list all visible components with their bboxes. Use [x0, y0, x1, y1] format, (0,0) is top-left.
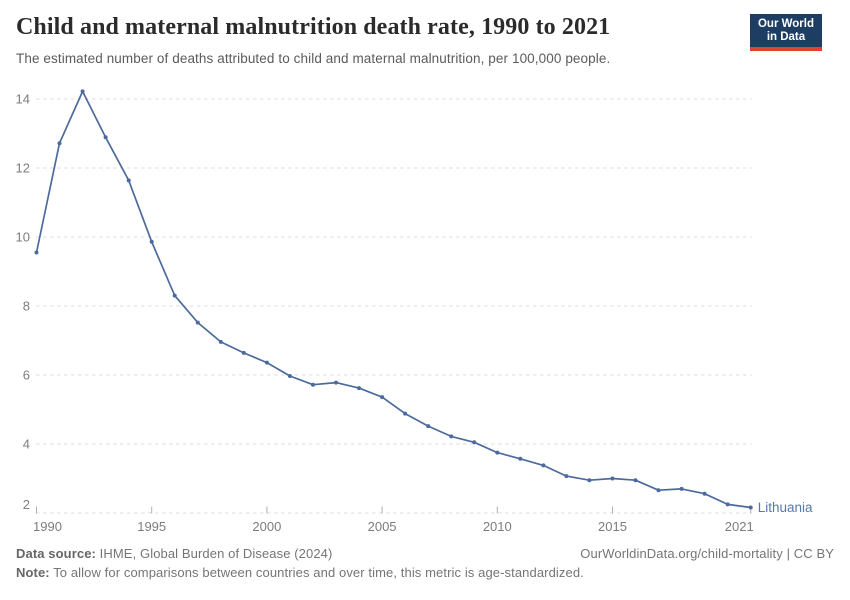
data-point-2020 — [725, 502, 730, 507]
y-tick-label-2: 2 — [23, 497, 30, 512]
note-line: Note: To allow for comparisons between c… — [16, 565, 834, 580]
note-label: Note: — [16, 565, 50, 580]
data-source-text: IHME, Global Burden of Disease (2024) — [95, 546, 333, 561]
y-tick-label-10: 10 — [16, 230, 30, 245]
x-tick-label-2015: 2015 — [598, 519, 627, 534]
data-point-2017 — [656, 488, 661, 493]
data-point-1993 — [103, 135, 108, 140]
data-point-1996 — [172, 293, 177, 298]
owid-logo[interactable]: Our World in Data — [749, 14, 822, 51]
data-point-2006 — [403, 411, 408, 416]
x-tick-label-1995: 1995 — [137, 519, 166, 534]
data-point-1994 — [126, 178, 131, 183]
data-point-2014 — [587, 478, 592, 483]
chart-title: Child and maternal malnutrition death ra… — [16, 14, 611, 40]
data-point-2002 — [311, 382, 315, 387]
data-point-1999 — [241, 350, 246, 355]
data-point-2003 — [334, 380, 338, 385]
data-point-1992 — [80, 89, 85, 94]
data-point-2015 — [610, 476, 615, 481]
data-source-line: Data source: IHME, Global Burden of Dise… — [16, 546, 332, 561]
data-point-2005 — [380, 395, 385, 400]
data-point-1998 — [218, 339, 223, 344]
data-point-1997 — [195, 320, 200, 325]
data-point-2000 — [264, 360, 269, 365]
x-tick-label-2021: 2021 — [725, 519, 754, 534]
chart-subtitle: The estimated number of deaths attribute… — [16, 50, 611, 66]
data-point-2018 — [679, 486, 684, 491]
data-point-2010 — [495, 450, 500, 455]
owid-logo-line2: in Data — [766, 31, 806, 43]
x-tick-label-1990: 1990 — [33, 519, 62, 534]
data-point-2011 — [518, 456, 523, 461]
data-point-2008 — [449, 434, 454, 439]
x-tick-label-2000: 2000 — [252, 519, 281, 534]
chart-footer: Data source: IHME, Global Burden of Dise… — [16, 546, 834, 580]
data-point-1991 — [57, 141, 62, 146]
data-source-label: Data source: — [16, 546, 96, 561]
line-chart-canvas: 2 4 6 8 10 12 14 1990 1995 2000 2005 2010 2015 2021 Li… — [16, 89, 813, 534]
citation-link[interactable]: OurWorldinData.org/child-mortality | CC … — [580, 546, 834, 561]
data-point-2019 — [702, 491, 707, 496]
data-point-2007 — [426, 424, 431, 429]
y-tick-label-8: 8 — [23, 299, 30, 314]
data-point-2012 — [541, 463, 546, 468]
y-tick-label-6: 6 — [23, 368, 30, 383]
series-end-label[interactable]: Lithuania — [758, 500, 813, 515]
series-line-lithuania[interactable] — [35, 90, 752, 509]
chart-header: Child and maternal malnutrition death ra… — [16, 14, 834, 66]
data-point-2021 — [748, 505, 753, 510]
owid-logo-line1: Our World — [757, 18, 814, 30]
data-point-1995 — [149, 239, 154, 244]
data-point-1990 — [34, 250, 39, 255]
x-tick-label-2005: 2005 — [368, 519, 397, 534]
x-tick-label-2010: 2010 — [483, 519, 512, 534]
y-tick-label-12: 12 — [16, 161, 30, 176]
data-point-2013 — [564, 474, 569, 479]
data-point-2004 — [357, 386, 361, 391]
y-tick-label-4: 4 — [23, 437, 30, 452]
data-point-2001 — [287, 374, 292, 378]
data-point-2009 — [472, 440, 477, 445]
note-text: To allow for comparisons between countri… — [49, 565, 584, 580]
y-tick-label-14: 14 — [16, 92, 30, 107]
data-point-2016 — [633, 478, 638, 483]
